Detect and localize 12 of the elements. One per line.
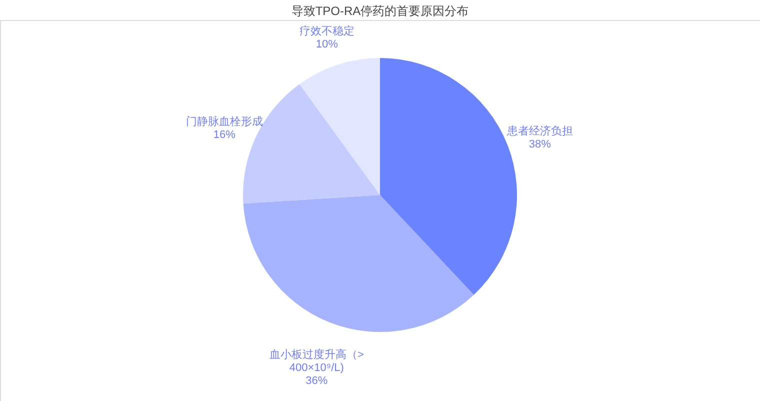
slice-label: 疗效不稳定 (299, 24, 354, 38)
pie-slice (299, 58, 380, 195)
data-label: 16% (213, 128, 236, 141)
pie-slice (380, 58, 517, 295)
data-label: 36% (306, 374, 328, 387)
pie-slice (243, 195, 474, 332)
data-label: 10% (316, 38, 338, 50)
slice-label: 患者经济负担 (506, 124, 573, 138)
slice-label: 血小板过度升高（>400×10⁹/L) (269, 348, 364, 374)
chart-title: 导致TPO-RA停药的首要原因分布 (291, 4, 469, 18)
data-label: 38% (528, 138, 552, 151)
slice-label: 门静脉血栓形成 (186, 114, 263, 128)
